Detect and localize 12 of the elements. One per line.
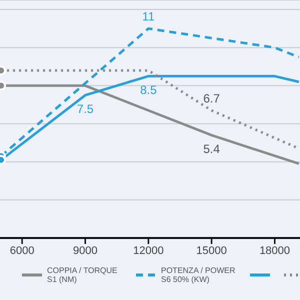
legend-label: COPPIA / TORQUE S1 (NM) [47, 266, 118, 284]
x-tick-label: 6000 [10, 244, 34, 257]
x-tick-label: 9000 [73, 244, 98, 257]
data-label: 6.7 [203, 91, 220, 106]
legend-label: POTENZA / POWER S6 50% (KW) [161, 266, 236, 284]
data-label: 5.4 [203, 142, 220, 156]
data-label: 8.5 [140, 83, 158, 98]
x-tick-label: 18000 [259, 244, 290, 257]
x-tick-label: 12000 [133, 244, 164, 257]
data-label: 11 [142, 10, 155, 24]
x-tick-label: 15000 [196, 244, 227, 257]
data-label: 7.5 [76, 102, 94, 116]
